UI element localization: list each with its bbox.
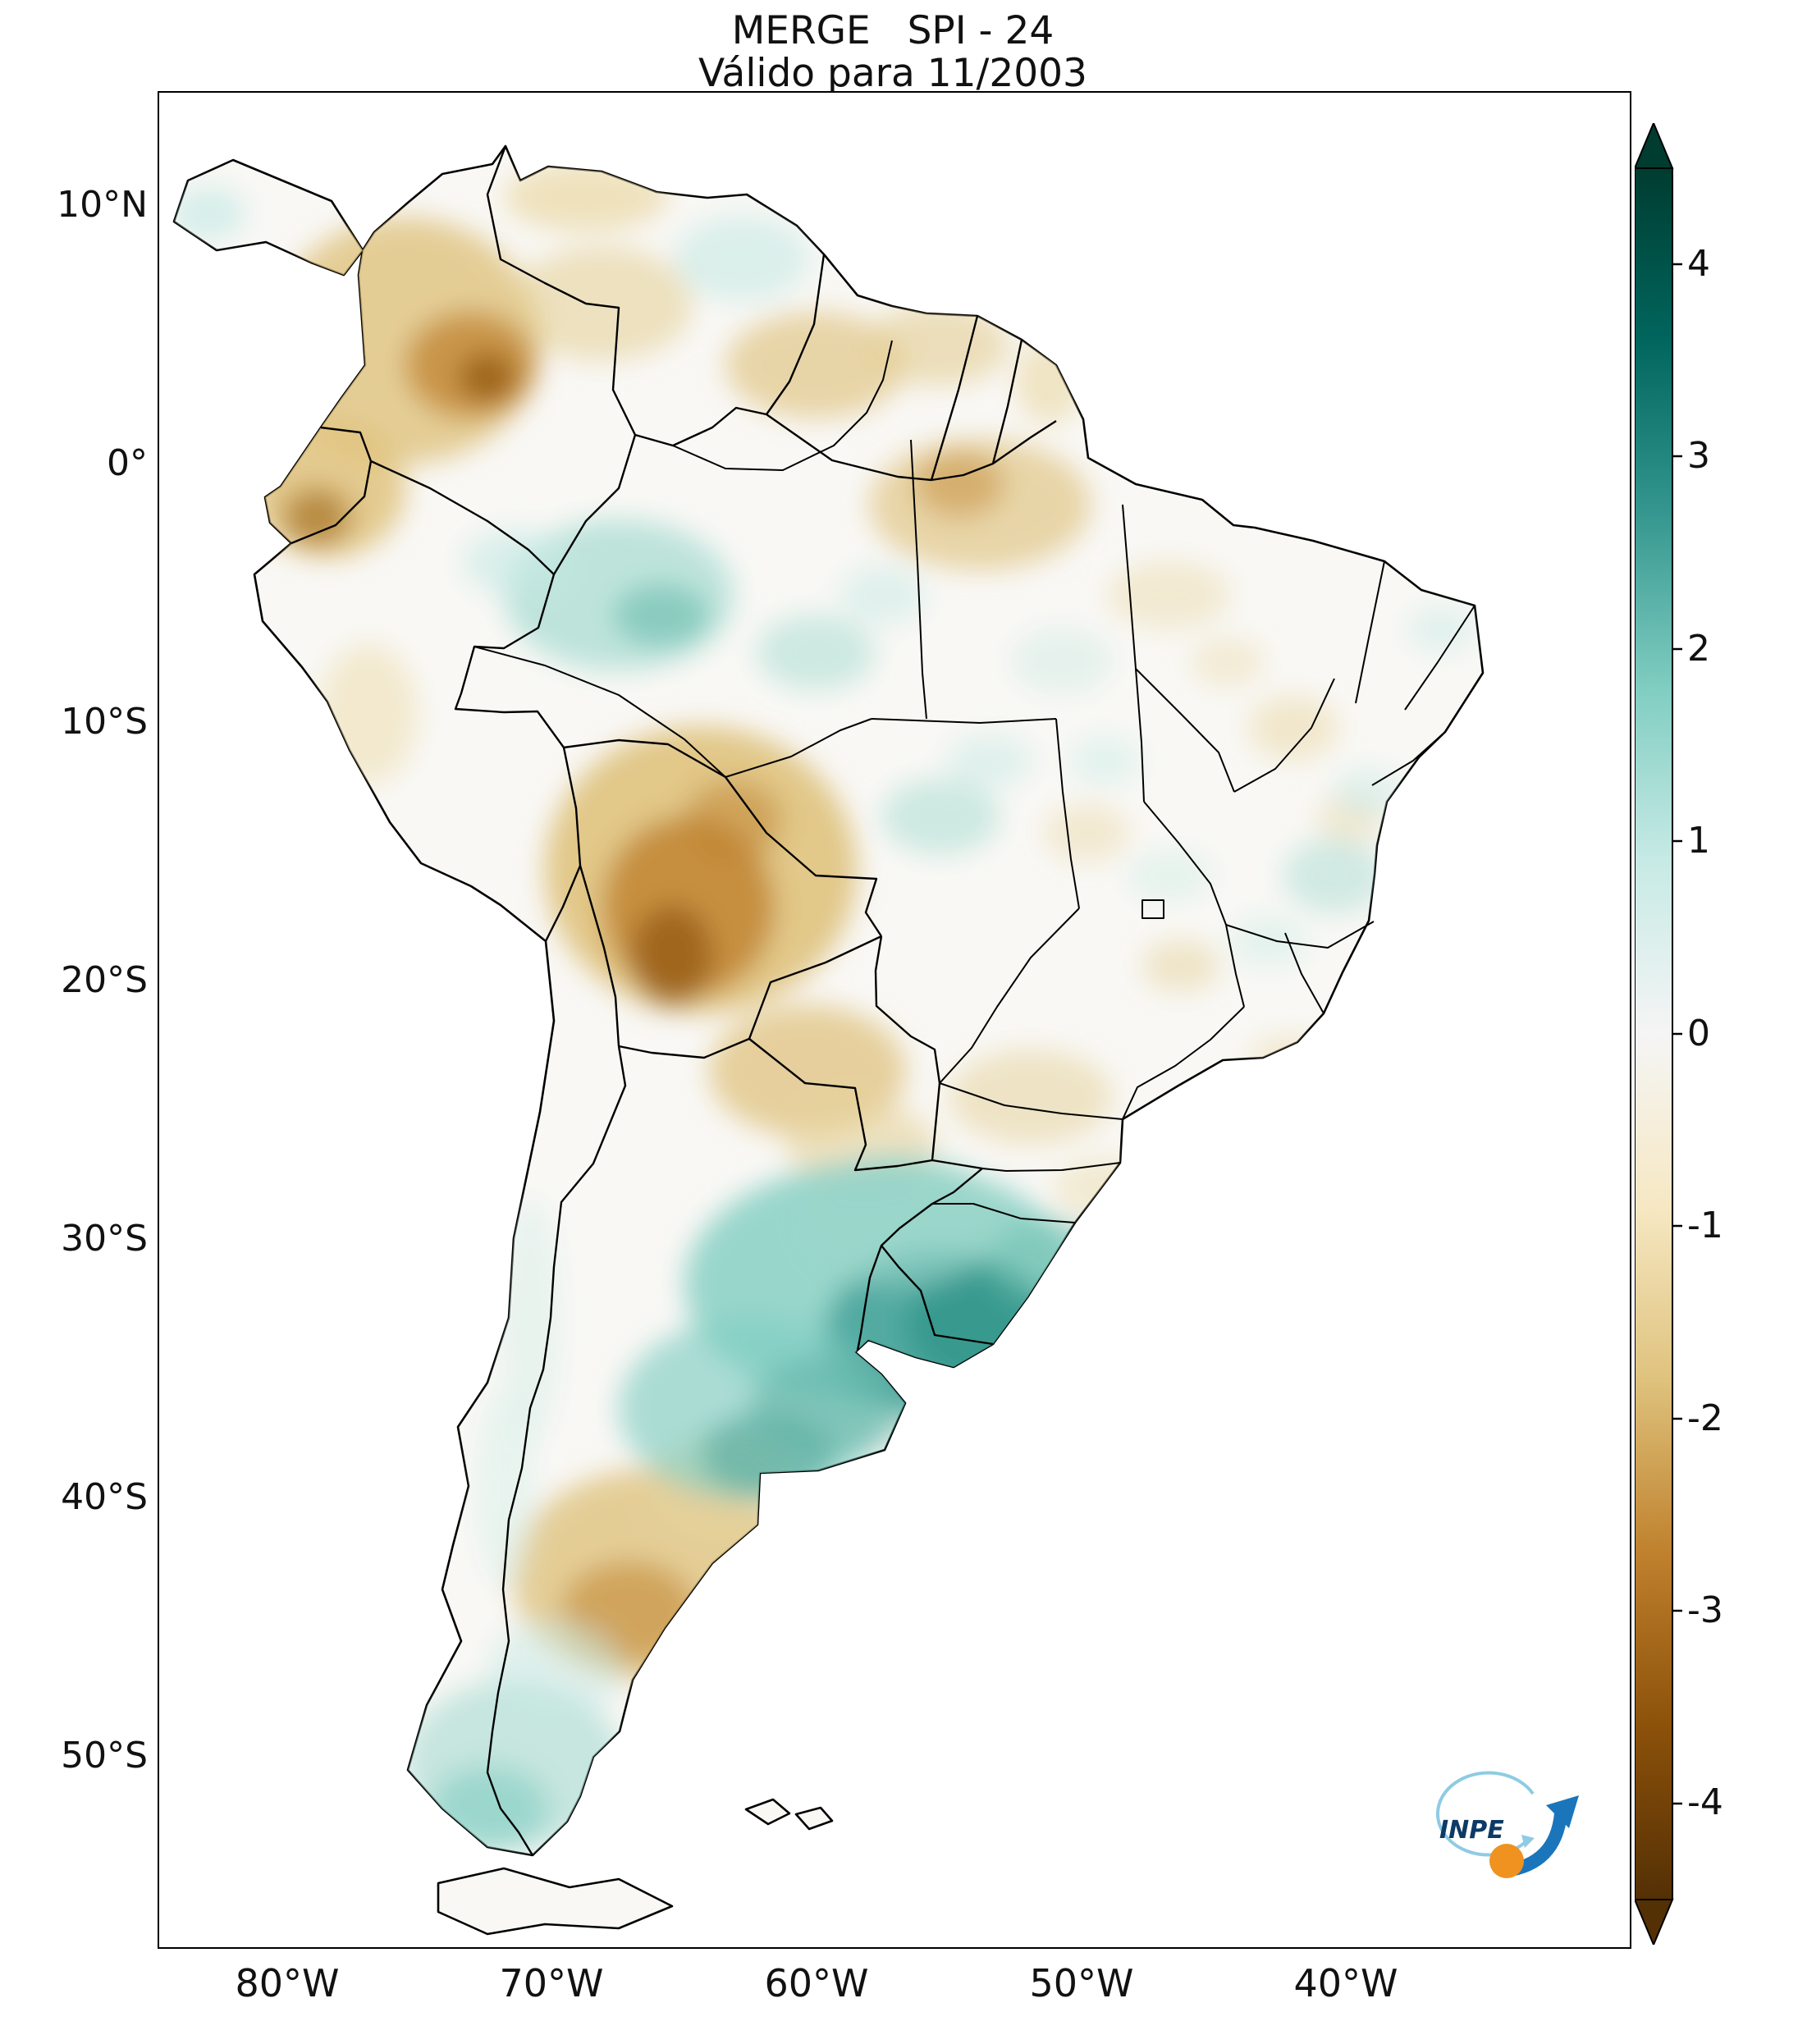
y-tick-label: 30°S [61,1218,148,1260]
x-tick-label: 50°W [1029,1961,1134,2005]
x-tick-label: 70°W [499,1961,604,2005]
colorbar-tick-label: 0 [1687,1013,1710,1054]
colorbar [1633,121,1687,1947]
y-tick-label: 0° [107,442,148,484]
colorbar-gradient [1633,121,1682,1947]
colorbar-tick-label: -3 [1687,1589,1723,1631]
y-tick-label: 10°N [57,184,148,226]
x-tick-label: 80°W [235,1961,340,2005]
x-tick-label: 40°W [1293,1961,1398,2005]
inpe-logo: INPE [1410,1763,1585,1897]
colorbar-tick-label: 4 [1687,243,1710,285]
y-tick-label: 50°S [61,1735,148,1776]
y-tick-label: 40°S [61,1476,148,1518]
colorbar-tick-label: -2 [1687,1397,1723,1439]
colorbar-tick-label: 3 [1687,435,1710,477]
inpe-swirl-icon [1435,1771,1579,1878]
colorbar-tick-label: -4 [1687,1781,1723,1823]
plot-subtitle: Válido para 11/2003 [698,51,1087,96]
colorbar-ticks [1672,263,1682,1805]
state-borders [474,340,1475,1223]
south-america-map [172,144,1485,1936]
colorbar-tick-label: 2 [1687,628,1710,670]
x-tick-label: 60°W [764,1961,869,2005]
inpe-logo-text: INPE [1439,1816,1504,1845]
colorbar-tick-label: -1 [1687,1205,1723,1246]
plot-title: MERGE SPI - 24 [731,8,1055,53]
country-borders [291,145,1057,1856]
map-frame [158,91,1631,1949]
y-tick-label: 10°S [61,701,148,743]
colorbar-tick-label: 1 [1687,820,1710,862]
y-tick-label: 20°S [61,959,148,1001]
